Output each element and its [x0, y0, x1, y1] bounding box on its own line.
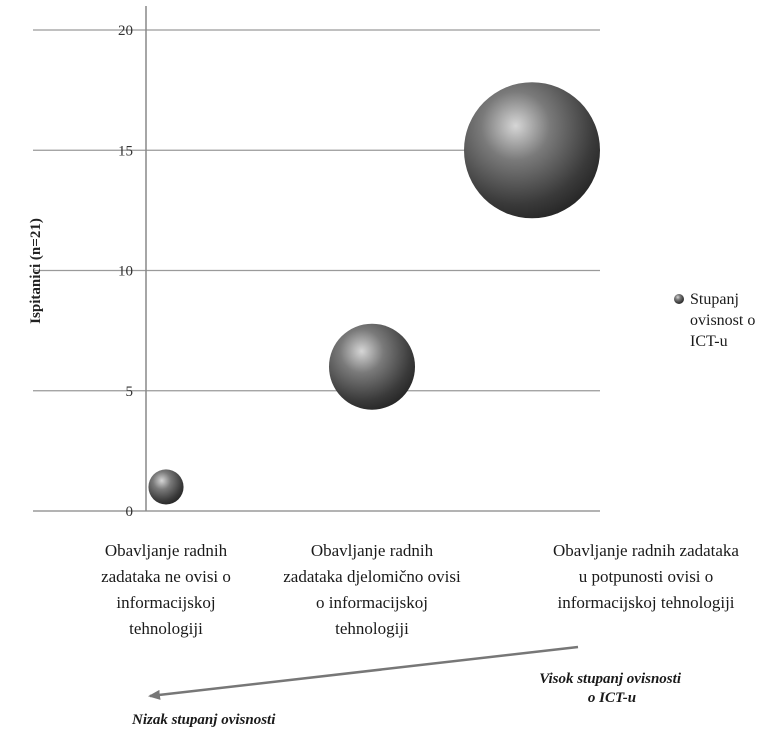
low-dependence-note: Nizak stupanj ovisnosti	[131, 712, 276, 728]
legend-label: Stupanj ovisnost o ICT-u	[690, 291, 759, 350]
legend-marker	[674, 294, 684, 304]
y-tick-labels: 0 5 10 15 20	[118, 23, 133, 520]
legend-line-1: Stupanj	[690, 291, 739, 308]
dependence-arrow	[148, 645, 579, 700]
bubble-2	[328, 323, 416, 410]
category-label-line: informacijskoj	[116, 593, 215, 612]
category-label-line: Obavljanje radnih	[311, 541, 434, 560]
category-label-line: zadataka ne ovisi o	[101, 567, 231, 586]
y-tick-label: 20	[118, 23, 133, 39]
category-label-line: o informacijskoj	[316, 593, 428, 612]
high-dependence-note: Visok stupanj ovisnosti o ICT-u	[539, 671, 684, 706]
y-tick-label: 10	[118, 264, 133, 280]
category-label-line: tehnologiji	[129, 619, 203, 638]
category-label-3: Obavljanje radnih zadataka u potpunosti o…	[553, 541, 739, 612]
bubble-3	[464, 82, 600, 219]
category-label-line: u potpunosti ovisi o	[579, 567, 714, 586]
legend-line-2: ovisnost o	[690, 312, 755, 329]
legend-line-3: ICT-u	[690, 333, 728, 350]
category-label-2: Obavljanje radnih zadataka djelomično ovi…	[283, 541, 461, 638]
y-tick-label: 5	[126, 384, 134, 400]
category-label-line: tehnologiji	[335, 619, 409, 638]
category-label-line: Obavljanje radnih zadataka	[553, 541, 739, 560]
y-axis-label: Ispitanici (n=21)	[28, 218, 44, 324]
category-label-line: informacijskoj tehnologiji	[557, 593, 734, 612]
category-label-line: Obavljanje radnih	[105, 541, 228, 560]
legend: Stupanj ovisnost o ICT-u	[674, 291, 759, 350]
high-note-line-2: o ICT-u	[588, 690, 636, 706]
category-label-line: zadataka djelomično ovisi	[283, 567, 461, 586]
bubbles	[148, 82, 600, 505]
y-tick-label: 0	[126, 504, 134, 520]
bubble-1	[148, 469, 184, 505]
category-label-1: Obavljanje radnih zadataka ne ovisi o info…	[101, 541, 231, 638]
high-note-line-1: Visok stupanj ovisnosti	[539, 671, 682, 687]
y-tick-label: 15	[118, 143, 133, 159]
category-labels: Obavljanje radnih zadataka ne ovisi o info…	[101, 541, 739, 638]
